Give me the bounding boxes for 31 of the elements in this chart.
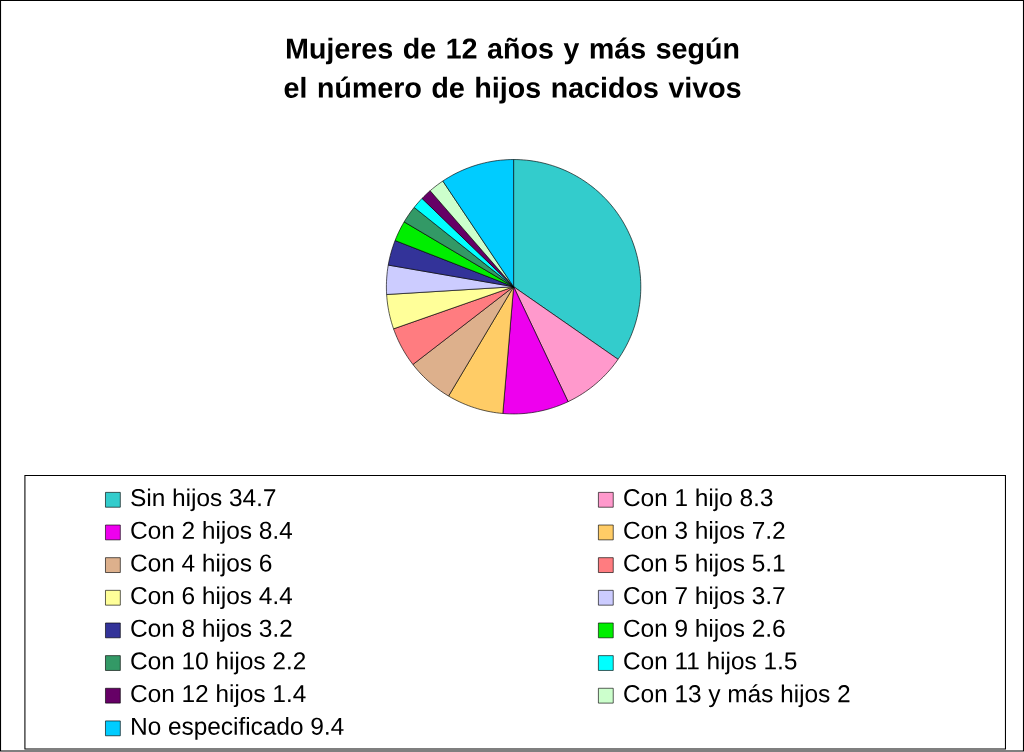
legend-label: Con 12 hijos: [131, 684, 265, 708]
legend-label: Con 11 hijos: [624, 651, 756, 675]
legend-label: Con 2 hijos: [131, 521, 252, 545]
legend-label: Con 3 hijos: [624, 521, 745, 545]
data-label: 5.1: [752, 554, 785, 572]
legend-label: Con 13 y más hijos: [624, 684, 830, 708]
data-label: 8.4: [259, 521, 293, 540]
data-label: 4.4: [259, 587, 293, 605]
legend-label: Con 6 hijos: [131, 586, 252, 610]
legend-label: Sin hijos: [131, 488, 222, 512]
data-label: 1.5: [765, 652, 797, 670]
legend-label: Con 5 hijos: [624, 553, 745, 577]
data-label: 2.6: [752, 619, 785, 638]
data-label: 3.2: [259, 619, 292, 638]
legend-label: No especificado: [132, 717, 303, 740]
legend-label: Con 7 hijos: [624, 586, 745, 610]
data-label: 2: [838, 685, 850, 703]
data-label: 8.3: [740, 489, 773, 507]
data-label: 2.2: [273, 652, 306, 670]
data-label: 3.7: [752, 587, 785, 605]
data-label: 6: [260, 554, 272, 572]
data-label: 9.4: [311, 717, 344, 736]
legend-label: Con 4 hijos: [131, 553, 252, 577]
data-label: 34.7: [229, 489, 276, 507]
chart-title: Mujeres de 12 años y más según el número de hijos nacidos vivos: [284, 37, 741, 104]
data-label: 7.2: [752, 521, 785, 539]
legend-label: Con 1 hijo: [624, 488, 732, 512]
legend-label: Con 10 hijos: [131, 651, 265, 675]
legend-label: Con 9 hijos: [624, 619, 745, 642]
legend-label: Con 8 hijos: [131, 619, 252, 642]
data-label: 1.4: [274, 685, 306, 703]
